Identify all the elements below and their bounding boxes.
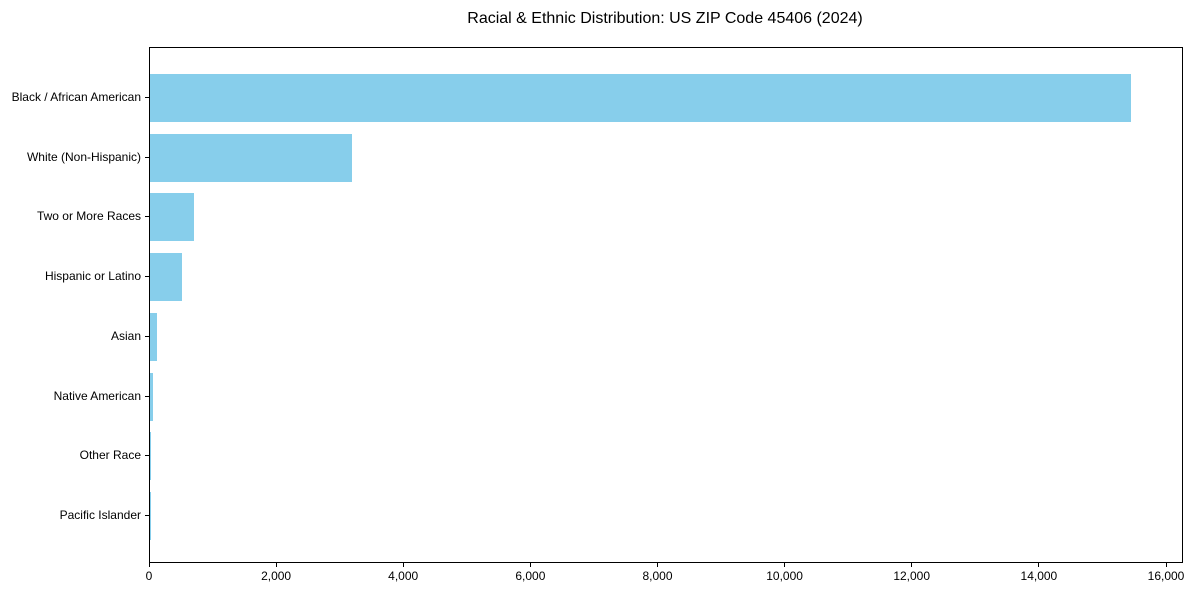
y-tick-mark: [145, 156, 149, 158]
x-tick-label-16000: 16,000: [1147, 569, 1185, 583]
x-tick-label-8000: 8,000: [642, 569, 673, 583]
y-tick-label-pacific-islander: Pacific Islander: [59, 507, 141, 522]
x-tick-label-14000: 14,000: [1020, 569, 1058, 583]
bar-native-american: [150, 372, 153, 421]
x-tick-label-0: 0: [145, 569, 153, 583]
y-tick-mark: [145, 395, 149, 397]
x-tick-mark: [911, 563, 913, 567]
chart-title: Racial & Ethnic Distribution: US ZIP Cod…: [467, 10, 863, 27]
bar-asian: [150, 312, 158, 361]
x-tick-mark: [402, 563, 404, 567]
y-tick-label-asian: Asian: [110, 328, 141, 343]
x-tick-label-12000: 12,000: [893, 569, 931, 583]
bar-two-or-more-races: [150, 193, 195, 242]
y-tick-label-black-african-american: Black / African American: [11, 90, 141, 104]
x-tick-label-2000: 2,000: [261, 569, 292, 583]
y-tick-mark: [145, 216, 149, 218]
y-tick-mark: [145, 276, 149, 278]
x-tick-mark: [784, 563, 786, 567]
y-tick-mark: [145, 97, 149, 98]
x-tick-mark: [275, 563, 277, 567]
x-tick-mark: [1038, 563, 1040, 567]
bar-black-african-american: [150, 74, 1131, 122]
x-tick-label-4000: 4,000: [388, 569, 419, 583]
y-tick-label-white-non-hispanic: White (Non-Hispanic): [26, 149, 141, 164]
x-tick-mark: [657, 563, 658, 567]
x-tick-mark: [529, 563, 531, 567]
y-tick-label-two-or-more-races: Two or More Races: [36, 209, 141, 224]
y-tick-mark: [145, 335, 149, 337]
y-tick-label-hispanic-or-latino: Hispanic or Latino: [44, 269, 141, 284]
x-tick-label-6000: 6,000: [515, 569, 546, 583]
y-tick-mark: [145, 514, 149, 516]
y-tick-mark: [145, 455, 149, 457]
y-tick-label-native-american: Native American: [53, 388, 141, 403]
x-tick-mark: [1165, 563, 1167, 567]
x-tick-mark: [148, 563, 150, 567]
y-tick-label-other-race: Other Race: [79, 448, 141, 463]
x-tick-label-10000: 10,000: [766, 569, 803, 583]
bar-hispanic-or-latino: [150, 253, 182, 302]
plot-area: [149, 47, 1183, 563]
bar-other-race: [150, 432, 151, 481]
bar-white-non-hispanic: [150, 133, 352, 182]
